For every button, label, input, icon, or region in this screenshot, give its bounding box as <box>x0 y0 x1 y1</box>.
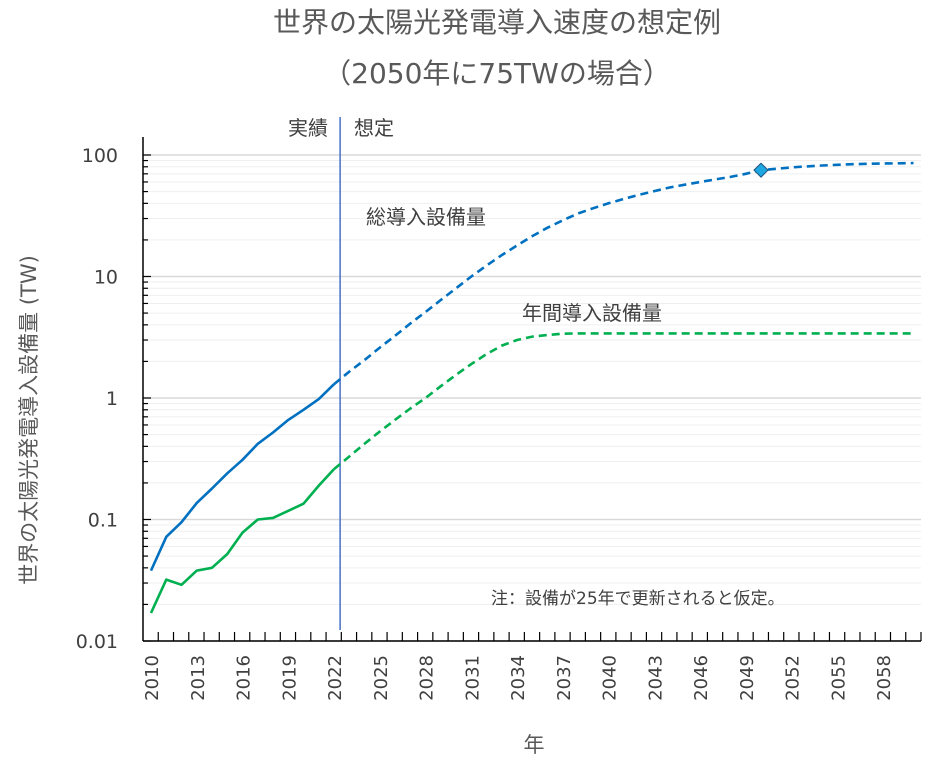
series-label-total: 総導入設備量 <box>366 205 486 229</box>
total-capacity-projected-line <box>333 161 914 386</box>
x-tick-label: 2016 <box>234 655 255 701</box>
x-tick-label: 2037 <box>554 655 575 701</box>
divider-label-projected: 想定 <box>354 116 394 140</box>
x-tick-label: 2025 <box>371 655 392 701</box>
x-tick-label: 2046 <box>691 655 712 701</box>
y-tick-label: 100 <box>82 145 118 167</box>
gridlines <box>143 154 921 642</box>
x-tick-label: 2031 <box>462 655 483 701</box>
x-tick-label: 2013 <box>188 655 209 701</box>
x-tick-label: 2052 <box>783 655 804 701</box>
footnote: 注：設備が25年で更新されると仮定。 <box>491 589 785 609</box>
chart-title: 世界の太陽光発電導入速度の想定例 <box>273 6 721 39</box>
x-tick-label: 2019 <box>279 655 300 701</box>
axes: 100 10 1 0.1 0.01 2010 2013 2016 2019 2022 2025 202… <box>76 137 922 701</box>
y-tick-label: 0.01 <box>76 631 118 653</box>
total-capacity-actual-line <box>149 383 335 572</box>
series-layer <box>149 117 914 630</box>
x-tick-label: 2028 <box>417 655 438 701</box>
x-tick-label: 2055 <box>828 655 849 701</box>
target-2050-diamond-marker <box>753 162 769 178</box>
x-tick-label: 2034 <box>508 655 529 701</box>
x-tick-label: 2058 <box>874 655 895 701</box>
y-tick-label: 1 <box>106 388 118 410</box>
y-tick-label: 10 <box>94 267 118 289</box>
series-label-annual: 年間導入設備量 <box>522 301 662 325</box>
x-tick-label: 2040 <box>600 655 621 701</box>
x-tick-label: 2010 <box>142 655 163 701</box>
x-tick-label: 2049 <box>737 655 758 701</box>
x-tick-label: 2022 <box>325 655 346 701</box>
x-axis-title: 年 <box>524 733 545 757</box>
annual-capacity-projected-line <box>333 332 914 471</box>
annual-capacity-actual-line <box>149 468 335 614</box>
y-tick-label: 0.1 <box>88 510 118 532</box>
y-axis-title: 世界の太陽光発電導入設備量 (TW) <box>17 255 41 585</box>
chart-subtitle: （2050年に75TWの場合） <box>323 57 671 90</box>
x-tick-label: 2043 <box>645 655 666 701</box>
divider-label-actual: 実績 <box>288 116 328 140</box>
